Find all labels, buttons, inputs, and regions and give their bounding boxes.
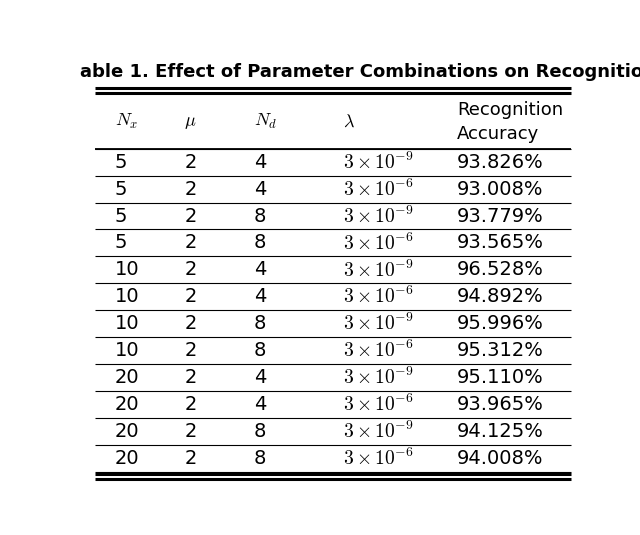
Text: 2: 2 — [184, 207, 196, 226]
Text: 20: 20 — [115, 449, 140, 468]
Text: 8: 8 — [253, 207, 266, 226]
Text: $3\times10^{-9}$: $3\times10^{-9}$ — [343, 205, 413, 227]
Text: 2: 2 — [184, 315, 196, 333]
Text: 95.312%: 95.312% — [457, 341, 544, 360]
Text: 5: 5 — [115, 233, 127, 253]
Text: 2: 2 — [184, 152, 196, 172]
Text: 4: 4 — [253, 261, 266, 279]
Text: 10: 10 — [115, 261, 140, 279]
Text: $3\times10^{-6}$: $3\times10^{-6}$ — [343, 232, 413, 254]
Text: 2: 2 — [184, 368, 196, 387]
Text: 4: 4 — [253, 368, 266, 387]
Text: $3\times10^{-6}$: $3\times10^{-6}$ — [343, 340, 413, 361]
Text: 2: 2 — [184, 449, 196, 468]
Text: 93.008%: 93.008% — [457, 180, 543, 198]
Text: $3\times10^{-9}$: $3\times10^{-9}$ — [343, 151, 413, 173]
Text: 2: 2 — [184, 422, 196, 441]
Text: $3\times10^{-9}$: $3\times10^{-9}$ — [343, 259, 413, 280]
Text: $N_d$: $N_d$ — [253, 112, 276, 132]
Text: 94.008%: 94.008% — [457, 449, 543, 468]
Text: 93.826%: 93.826% — [457, 152, 544, 172]
Text: 4: 4 — [253, 180, 266, 198]
Text: able 1. Effect of Parameter Combinations on Recognition Resul: able 1. Effect of Parameter Combinations… — [80, 64, 640, 81]
Text: Recognition
Accuracy: Recognition Accuracy — [457, 101, 563, 143]
Text: 4: 4 — [253, 287, 266, 307]
Text: $3\times10^{-9}$: $3\times10^{-9}$ — [343, 367, 413, 388]
Text: 93.779%: 93.779% — [457, 207, 544, 226]
Text: 8: 8 — [253, 233, 266, 253]
Text: 93.565%: 93.565% — [457, 233, 544, 253]
Text: $3\times10^{-9}$: $3\times10^{-9}$ — [343, 313, 413, 334]
Text: 2: 2 — [184, 395, 196, 414]
Text: 94.892%: 94.892% — [457, 287, 544, 307]
Text: $3\times10^{-6}$: $3\times10^{-6}$ — [343, 179, 413, 200]
Text: 5: 5 — [115, 180, 127, 198]
Text: 95.996%: 95.996% — [457, 315, 544, 333]
Text: $3\times10^{-6}$: $3\times10^{-6}$ — [343, 448, 413, 469]
Text: 4: 4 — [253, 152, 266, 172]
Text: $3\times10^{-6}$: $3\times10^{-6}$ — [343, 286, 413, 308]
Text: $\mu$: $\mu$ — [184, 113, 196, 131]
Text: 4: 4 — [253, 395, 266, 414]
Text: 5: 5 — [115, 207, 127, 226]
Text: 8: 8 — [253, 422, 266, 441]
Text: 8: 8 — [253, 315, 266, 333]
Text: $3\times10^{-9}$: $3\times10^{-9}$ — [343, 421, 413, 442]
Text: 5: 5 — [115, 152, 127, 172]
Text: $3\times10^{-6}$: $3\times10^{-6}$ — [343, 394, 413, 415]
Text: 94.125%: 94.125% — [457, 422, 544, 441]
Text: 2: 2 — [184, 233, 196, 253]
Text: 2: 2 — [184, 261, 196, 279]
Text: 2: 2 — [184, 180, 196, 198]
Text: 10: 10 — [115, 315, 140, 333]
Text: 20: 20 — [115, 395, 140, 414]
Text: 93.965%: 93.965% — [457, 395, 544, 414]
Text: 20: 20 — [115, 368, 140, 387]
Text: $N_x$: $N_x$ — [115, 112, 138, 132]
Text: 95.110%: 95.110% — [457, 368, 544, 387]
Text: 96.528%: 96.528% — [457, 261, 544, 279]
Text: 8: 8 — [253, 341, 266, 360]
Text: 2: 2 — [184, 341, 196, 360]
Text: $\lambda$: $\lambda$ — [343, 113, 355, 131]
Text: 20: 20 — [115, 422, 140, 441]
Text: 8: 8 — [253, 449, 266, 468]
Text: 10: 10 — [115, 287, 140, 307]
Text: 10: 10 — [115, 341, 140, 360]
Text: 2: 2 — [184, 287, 196, 307]
